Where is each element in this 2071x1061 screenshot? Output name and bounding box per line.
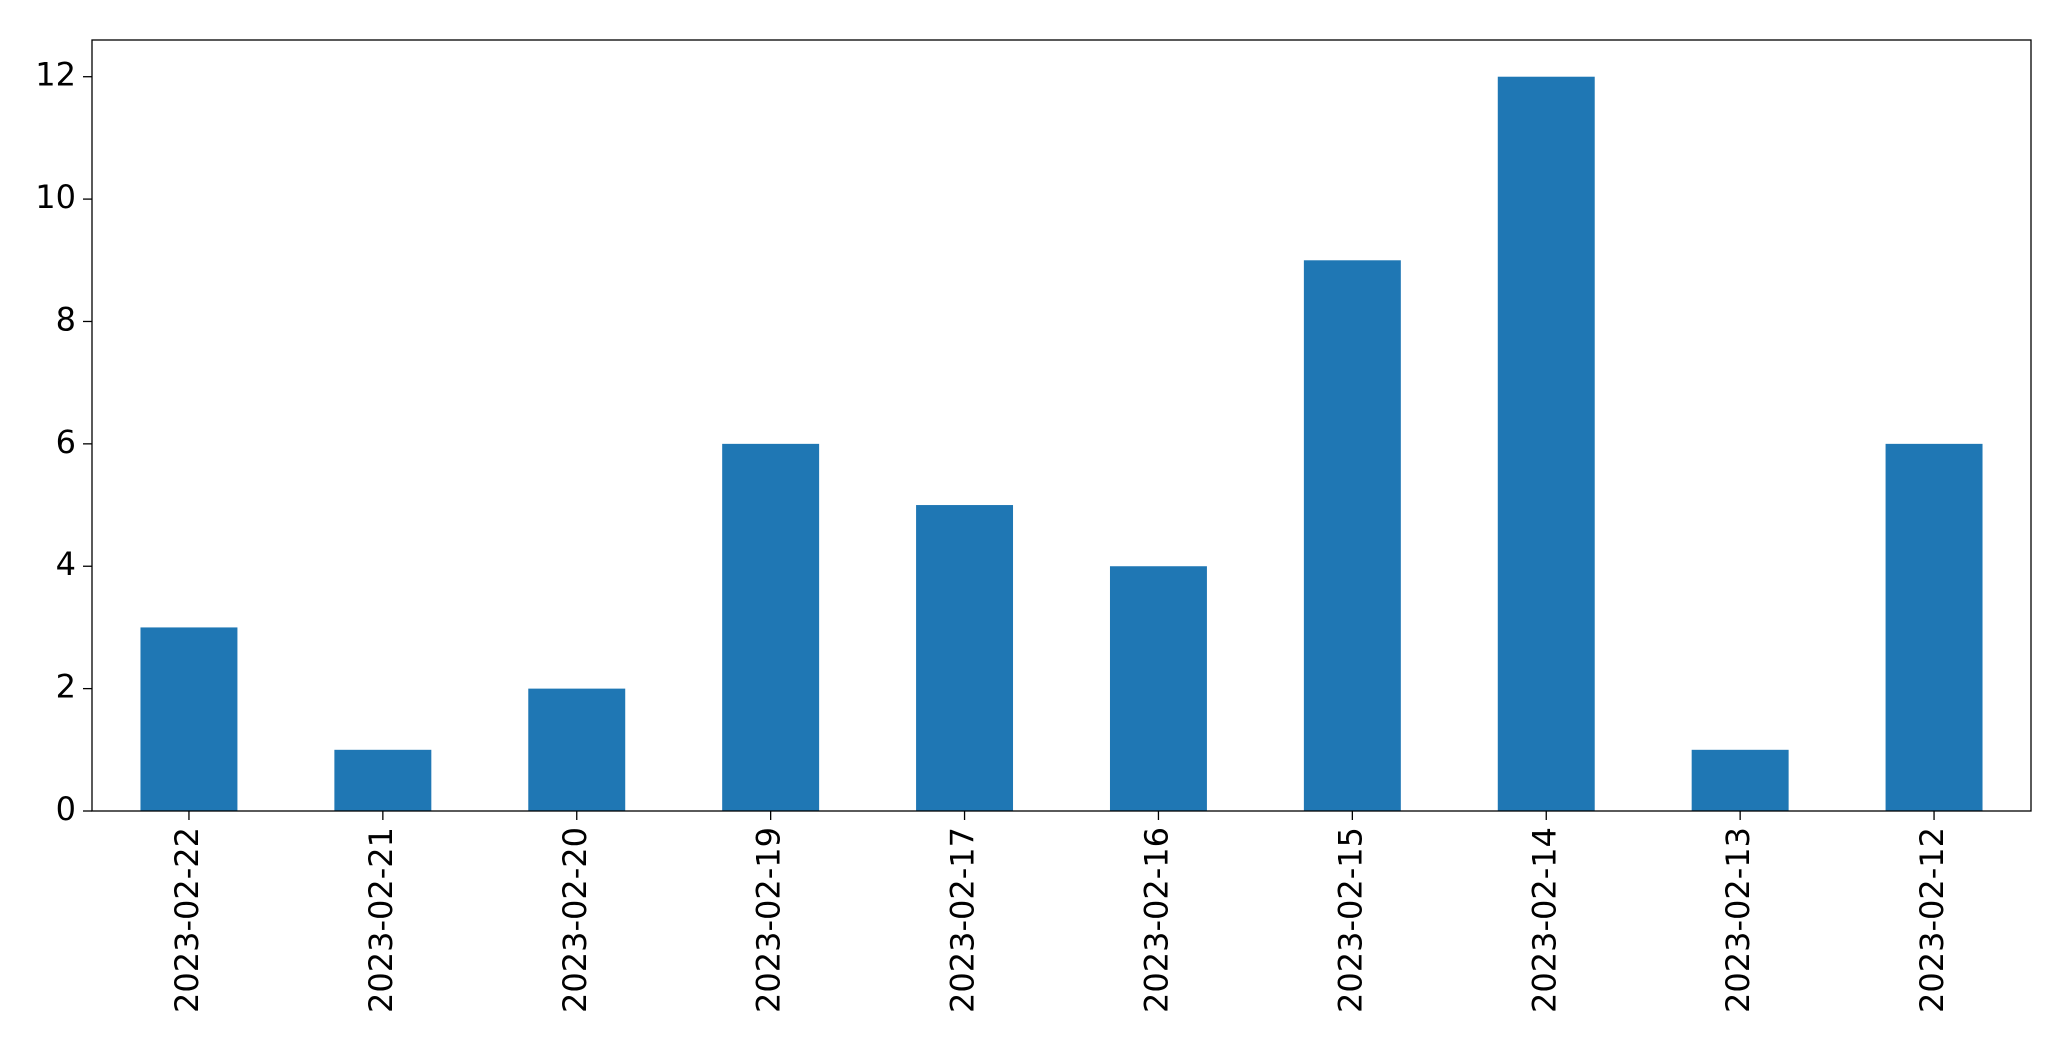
- y-tick-label: 6: [56, 423, 76, 461]
- bar: [1303, 260, 1401, 811]
- x-tick-label: 2023-02-21: [362, 827, 400, 1013]
- bar: [916, 505, 1014, 811]
- x-tick-label: 2023-02-17: [944, 827, 982, 1013]
- bar: [1885, 443, 1983, 811]
- bar: [1109, 566, 1207, 811]
- x-tick-label: 2023-02-20: [556, 827, 594, 1013]
- bar: [528, 688, 626, 811]
- x-tick-label: 2023-02-12: [1913, 827, 1951, 1013]
- plot-frame: [91, 39, 2032, 812]
- y-tick-label: 8: [56, 300, 76, 338]
- bar: [334, 749, 432, 811]
- y-tick-label: 10: [35, 178, 76, 216]
- x-tick-label: 2023-02-15: [1331, 827, 1369, 1013]
- x-tick-label: 2023-02-13: [1719, 827, 1757, 1013]
- y-tick-label: 4: [56, 545, 76, 583]
- x-tick-label: 2023-02-14: [1525, 827, 1563, 1013]
- y-tick-label: 12: [35, 56, 76, 94]
- bar: [1497, 76, 1595, 811]
- y-tick-label: 0: [56, 790, 76, 828]
- bar: [722, 443, 820, 811]
- bar: [1691, 749, 1789, 811]
- bar: [140, 627, 238, 811]
- x-tick-label: 2023-02-19: [750, 827, 788, 1013]
- x-tick-label: 2023-02-22: [168, 827, 206, 1013]
- x-tick-label: 2023-02-16: [1137, 827, 1175, 1013]
- y-tick-label: 2: [56, 668, 76, 706]
